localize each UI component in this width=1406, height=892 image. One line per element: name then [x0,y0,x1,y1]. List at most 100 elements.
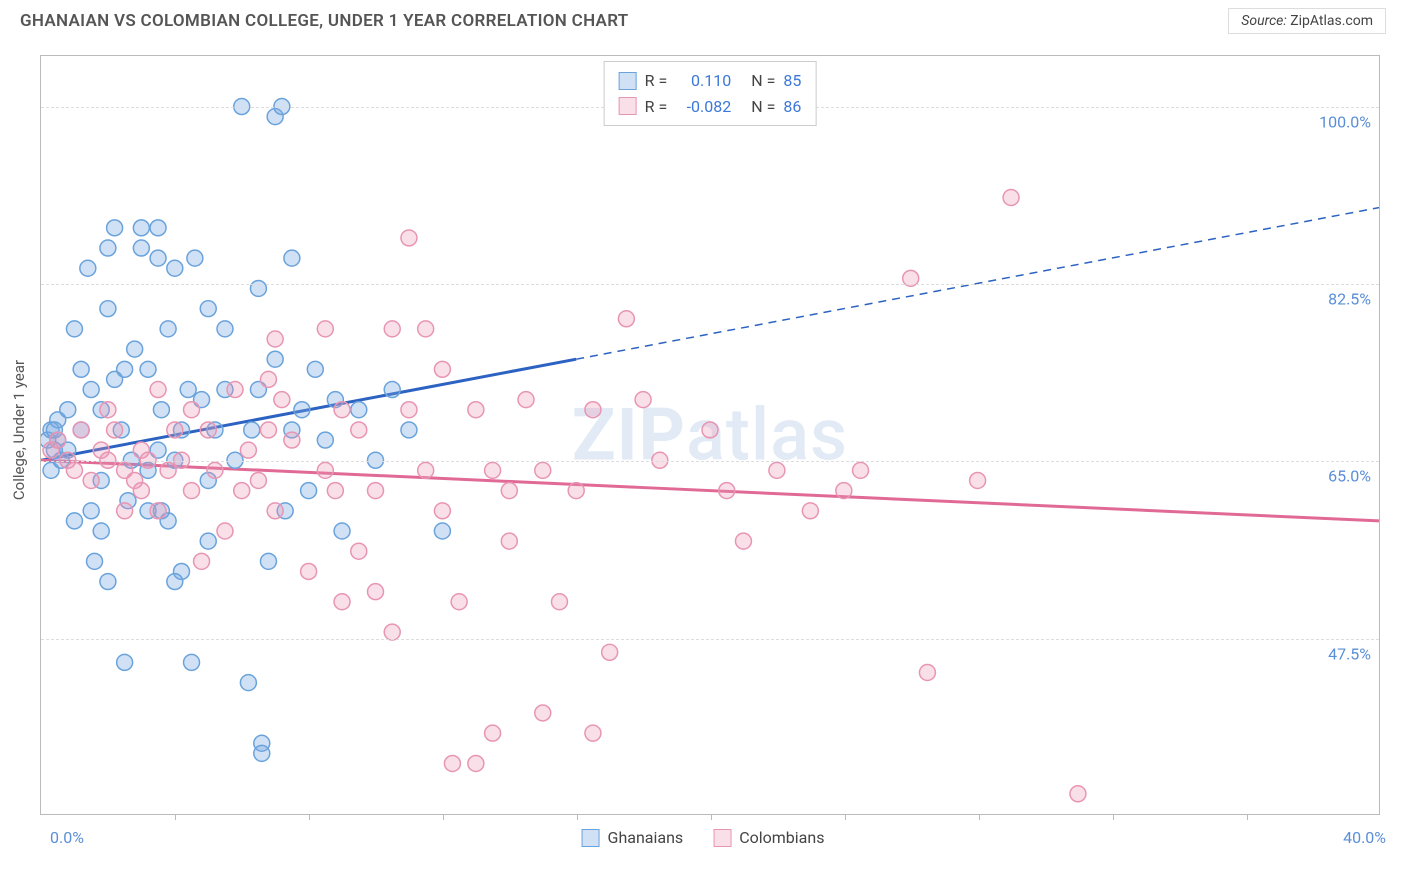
data-point [200,422,216,438]
data-point [100,402,116,418]
data-point [585,725,601,741]
data-point [100,452,116,468]
legend-label-ghanaians: Ghanaians [608,828,684,847]
data-point [351,422,367,438]
data-point [317,432,333,448]
data-point [100,240,116,256]
data-point [334,402,350,418]
gridline-h [41,639,1379,640]
data-point [351,402,367,418]
data-point [184,402,200,418]
data-point [107,220,123,236]
data-point [334,523,350,539]
data-point [207,462,223,478]
data-point [167,422,183,438]
data-point [217,321,233,337]
data-point [66,513,82,529]
data-point [602,644,618,660]
data-point [87,553,103,569]
stats-row-0: R = 0.110 N = 85 [619,68,802,94]
data-point [187,250,203,266]
data-point [194,553,210,569]
x-tick [443,814,444,820]
data-point [254,745,270,761]
data-point [160,462,176,478]
data-point [735,533,751,549]
data-point [150,220,166,236]
data-point [836,483,852,499]
data-point [260,422,276,438]
data-point [702,422,718,438]
data-point [434,361,450,377]
data-point [919,665,935,681]
data-point [83,503,99,519]
plot-svg [41,56,1379,814]
data-point [160,321,176,337]
data-point [418,321,434,337]
data-point [418,462,434,478]
data-point [301,483,317,499]
data-point [180,382,196,398]
r-value-1: -0.082 [675,94,731,120]
x-tick [175,814,176,820]
data-point [200,533,216,549]
data-point [635,392,651,408]
n-label-1: N = [751,94,775,120]
stats-legend: R = 0.110 N = 85 R = -0.082 N = 86 [604,61,817,126]
data-point [66,462,82,478]
y-axis-label: College, Under 1 year [10,360,28,500]
data-point [150,250,166,266]
legend-item-colombians: Colombians [713,828,824,847]
n-value-0: 85 [783,68,801,94]
data-point [769,462,785,478]
data-point [267,331,283,347]
chart-frame: ZIPatlas 47.5%65.0%82.5%100.0% R = 0.110… [40,55,1380,815]
data-point [93,523,109,539]
data-point [100,301,116,317]
source-box: Source: ZipAtlas.com [1228,8,1386,34]
legend-swatch-ghanaians-bottom [582,829,600,847]
data-point [73,361,89,377]
data-point [518,392,534,408]
bottom-legend: Ghanaians Colombians [582,828,825,847]
n-value-1: 86 [783,94,801,120]
data-point [368,452,384,468]
data-point [434,503,450,519]
data-point [401,230,417,246]
data-point [184,483,200,499]
data-point [501,533,517,549]
data-point [468,402,484,418]
legend-label-colombians: Colombians [739,828,824,847]
data-point [274,392,290,408]
data-point [444,755,460,771]
data-point [100,574,116,590]
x-tick [845,814,846,820]
r-label-1: R = [645,94,668,120]
n-label-0: N = [751,68,775,94]
data-point [60,402,76,418]
data-point [167,574,183,590]
data-point [301,563,317,579]
x-tick [711,814,712,820]
data-point [174,452,190,468]
legend-swatch-colombians-bottom [713,829,731,847]
legend-swatch-colombians [619,97,637,115]
legend-item-ghanaians: Ghanaians [582,828,684,847]
source-label: Source: [1241,13,1286,29]
data-point [73,422,89,438]
data-point [401,422,417,438]
data-point [618,311,634,327]
data-point [150,503,166,519]
x-end-label: 40.0% [1343,828,1386,847]
data-point [451,594,467,610]
data-point [585,402,601,418]
data-point [970,473,986,489]
data-point [240,442,256,458]
data-point [535,462,551,478]
data-point [652,452,668,468]
stats-row-1: R = -0.082 N = 86 [619,94,802,120]
data-point [200,301,216,317]
data-point [133,220,149,236]
data-point [1003,190,1019,206]
data-point [184,654,200,670]
